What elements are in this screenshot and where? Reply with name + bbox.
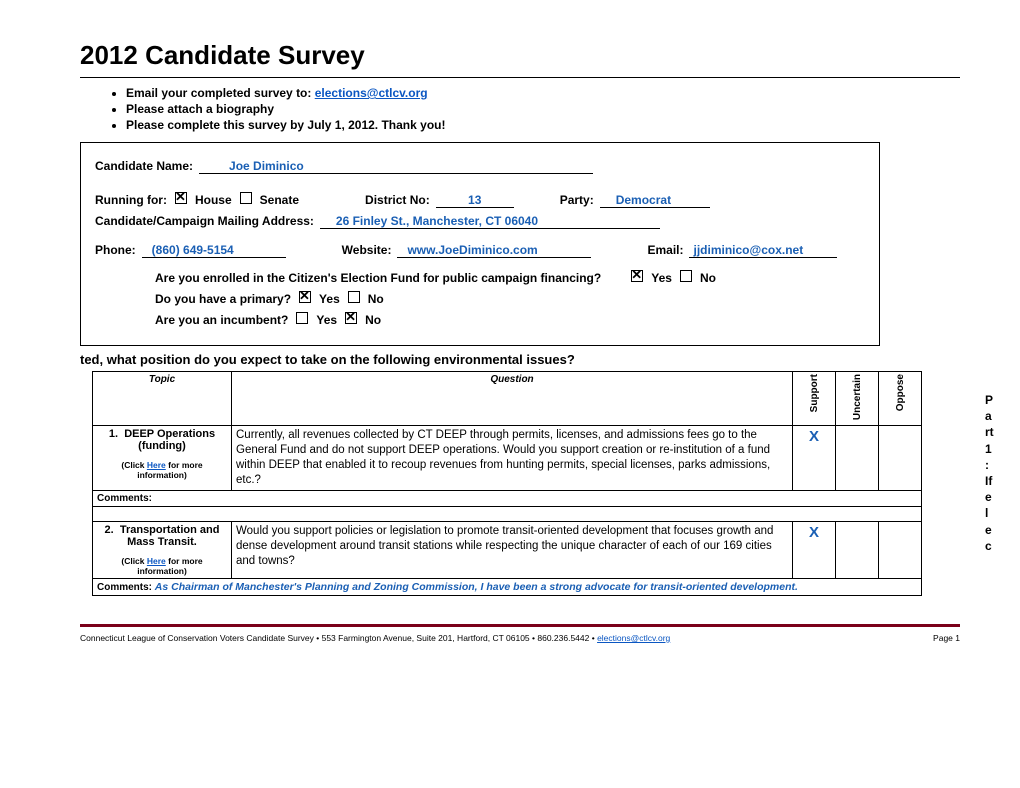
support-cell[interactable]: X: [793, 426, 836, 491]
district-label: District No:: [365, 193, 430, 207]
cef-yes-checkbox[interactable]: [631, 270, 643, 282]
topic-cell: 1. DEEP Operations (funding)(Click Here …: [93, 426, 232, 491]
email-label: Email:: [647, 243, 683, 257]
page-title: 2012 Candidate Survey: [80, 40, 960, 71]
instruction-email: Email your completed survey to: election…: [126, 86, 960, 100]
th-uncertain: Uncertain: [836, 372, 879, 426]
party-label: Party:: [560, 193, 594, 207]
incumbent-no-checkbox[interactable]: [345, 312, 357, 324]
th-support: Support: [793, 372, 836, 426]
primary-question: Do you have a primary?: [155, 292, 291, 306]
click-here-link[interactable]: Here: [147, 460, 166, 470]
addr-value: 26 Finley St., Manchester, CT 06040: [320, 214, 660, 229]
table-row: 1. DEEP Operations (funding)(Click Here …: [93, 426, 922, 491]
incumbent-question: Are you an incumbent?: [155, 313, 288, 327]
running-for-label: Running for:: [95, 193, 167, 207]
website-label: Website:: [342, 243, 392, 257]
title-divider: [80, 77, 960, 78]
incumbent-yes-checkbox[interactable]: [296, 312, 308, 324]
question-cell: Currently, all revenues collected by CT …: [232, 426, 793, 491]
candidate-info-box: Candidate Name: Joe Diminico Running for…: [80, 142, 880, 346]
candidate-name-label: Candidate Name:: [95, 159, 193, 173]
page-footer: Connecticut League of Conservation Voter…: [80, 633, 960, 653]
party-value: Democrat: [600, 193, 710, 208]
email-link[interactable]: elections@ctlcv.org: [315, 86, 428, 100]
support-cell[interactable]: X: [793, 521, 836, 578]
website-value: www.JoeDiminico.com: [397, 243, 591, 258]
email-value: jjdiminico@cox.net: [689, 243, 837, 258]
question-cell: Would you support policies or legislatio…: [232, 521, 793, 578]
survey-table: Topic Question Support Uncertain Oppose …: [92, 371, 922, 596]
th-oppose: Oppose: [879, 372, 922, 426]
part1-question: ted, what position do you expect to take…: [80, 352, 960, 367]
primary-no-checkbox[interactable]: [348, 291, 360, 303]
instruction-bio: Please attach a biography: [126, 102, 960, 116]
primary-yes-checkbox[interactable]: [299, 291, 311, 303]
comments-row: Comments: As Chairman of Manchester's Pl…: [93, 578, 922, 595]
comments-row: Comments:: [93, 490, 922, 506]
th-topic: Topic: [93, 372, 232, 426]
side-part1-text: Part1:Ifelec: [985, 392, 1005, 554]
footer-org: Connecticut League of Conservation Voter…: [80, 633, 597, 643]
click-here-link[interactable]: Here: [147, 556, 166, 566]
spacer-row: [93, 506, 922, 521]
senate-label: Senate: [260, 193, 299, 207]
house-checkbox[interactable]: [175, 192, 187, 204]
senate-checkbox[interactable]: [240, 192, 252, 204]
cef-no-checkbox[interactable]: [680, 270, 692, 282]
phone-label: Phone:: [95, 243, 136, 257]
instruction-deadline: Please complete this survey by July 1, 2…: [126, 118, 960, 132]
district-value: 13: [436, 193, 514, 208]
uncertain-cell[interactable]: [836, 426, 879, 491]
house-label: House: [195, 193, 232, 207]
oppose-cell[interactable]: [879, 521, 922, 578]
oppose-cell[interactable]: [879, 426, 922, 491]
phone-value: (860) 649-5154: [142, 243, 286, 258]
instructions-list: Email your completed survey to: election…: [80, 86, 960, 132]
footer-email-link[interactable]: elections@ctlcv.org: [597, 633, 670, 643]
addr-label: Candidate/Campaign Mailing Address:: [95, 214, 314, 228]
th-question: Question: [232, 372, 793, 426]
candidate-name-value: Joe Diminico: [199, 159, 593, 174]
uncertain-cell[interactable]: [836, 521, 879, 578]
cef-question: Are you enrolled in the Citizen's Electi…: [155, 271, 601, 285]
footer-page: Page 1: [933, 633, 960, 643]
footer-divider: [80, 624, 960, 627]
topic-cell: 2. Transportation and Mass Transit.(Clic…: [93, 521, 232, 578]
table-row: 2. Transportation and Mass Transit.(Clic…: [93, 521, 922, 578]
